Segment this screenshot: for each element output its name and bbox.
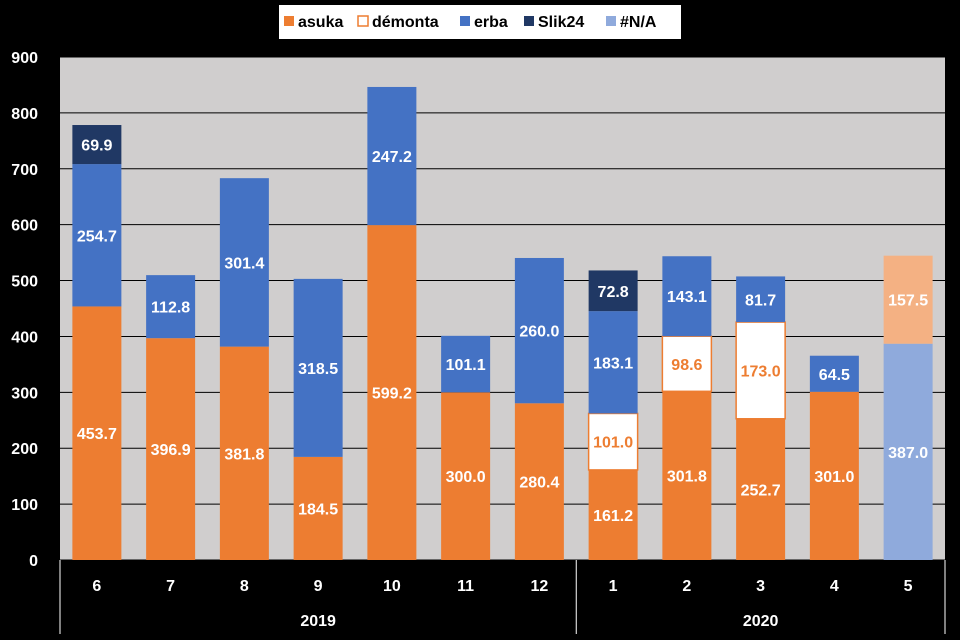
bar-segment	[72, 306, 122, 560]
x-tick-label: 3	[756, 578, 765, 595]
data-label: 69.9	[81, 138, 112, 155]
bar-segment	[72, 125, 122, 165]
x-group-label: 2019	[300, 613, 336, 630]
data-label: 112.8	[151, 300, 190, 317]
y-tick-label: 300	[11, 385, 38, 402]
data-label: 64.5	[819, 367, 850, 384]
bar-segment	[293, 456, 343, 560]
x-tick-label: 5	[904, 578, 913, 595]
bar-segment	[736, 276, 786, 323]
data-label: 599.2	[372, 386, 412, 403]
bar-segment	[883, 343, 933, 560]
legend-label: erba	[474, 14, 508, 31]
data-label: 101.1	[446, 357, 486, 374]
data-label: 396.9	[151, 442, 191, 459]
bar-segment	[441, 392, 491, 560]
bar-segment	[662, 256, 712, 337]
legend-label: Slik24	[538, 14, 584, 31]
data-label: 183.1	[593, 355, 633, 372]
bar-segment	[514, 257, 564, 404]
y-tick-label: 100	[11, 497, 38, 514]
bar-segment	[146, 275, 196, 339]
y-tick-label: 600	[11, 218, 38, 235]
plot-area	[60, 57, 945, 560]
data-label: 72.8	[598, 284, 629, 301]
data-label: 143.1	[667, 289, 707, 306]
legend-label: #N/A	[620, 14, 657, 31]
x-tick-label: 1	[609, 578, 618, 595]
data-label: 280.4	[519, 475, 559, 492]
x-tick-label: 8	[240, 578, 249, 595]
y-tick-label: 0	[29, 553, 38, 570]
data-label: 184.5	[298, 501, 338, 518]
x-group-label: 2020	[743, 613, 779, 630]
bar-segment	[587, 412, 639, 471]
gridlines	[60, 56, 945, 561]
bar-segment	[219, 178, 269, 347]
legend-swatch	[524, 16, 534, 26]
bar-segment	[72, 164, 122, 307]
bar-segment	[441, 335, 491, 393]
x-tick-label: 10	[383, 578, 401, 595]
data-label: 301.0	[814, 469, 854, 486]
data-label: 301.4	[224, 255, 264, 272]
y-tick-label: 200	[11, 441, 38, 458]
bar-segment	[219, 346, 269, 560]
x-tick-label: 9	[314, 578, 323, 595]
bar-segment	[146, 338, 196, 560]
data-label: 254.7	[77, 228, 117, 245]
data-label: 453.7	[77, 426, 117, 443]
legend: asuka démonta erba Slik24 #N/A	[279, 5, 681, 39]
data-label: 247.2	[372, 149, 412, 166]
bar-segment	[661, 335, 713, 393]
data-label: 318.5	[298, 361, 338, 378]
bar-segment	[293, 278, 343, 457]
data-label: 301.8	[667, 469, 707, 486]
legend-label: asuka	[298, 14, 343, 31]
bar-segment	[662, 391, 712, 560]
data-label: 300.0	[446, 469, 486, 486]
bar-segment	[736, 418, 786, 560]
data-label: 101.0	[593, 435, 633, 452]
x-tick-label: 4	[830, 578, 839, 595]
y-tick-label: 500	[11, 274, 38, 291]
x-tick-label: 6	[92, 578, 101, 595]
bar-segment	[514, 403, 564, 560]
data-label: 381.8	[224, 446, 264, 463]
data-label: 157.5	[888, 293, 928, 310]
y-tick-label: 800	[11, 106, 38, 123]
legend-swatch	[460, 16, 470, 26]
legend-swatch	[357, 15, 369, 27]
data-label: 81.7	[745, 292, 776, 309]
y-tick-label: 700	[11, 162, 38, 179]
bar-segment	[588, 270, 638, 312]
data-label: 252.7	[741, 482, 781, 499]
bar-segment	[809, 355, 859, 392]
data-label: 387.0	[888, 445, 928, 462]
x-tick-label: 12	[530, 578, 548, 595]
bar-segment	[883, 255, 933, 344]
bar-segment	[367, 225, 417, 561]
y-tick-label: 400	[11, 329, 38, 346]
data-label: 173.0	[741, 363, 781, 380]
y-tick-label: 900	[11, 50, 38, 67]
x-tick-label: 7	[166, 578, 175, 595]
bar-segment	[588, 311, 638, 414]
data-label: 98.6	[671, 357, 702, 374]
data-label: 161.2	[593, 508, 633, 525]
x-tick-label: 11	[457, 578, 474, 595]
bar-segment	[588, 469, 638, 560]
bars: 453.7 254.7 69.9 396.9 112.8 381.8 301.4 184.5 3…	[72, 86, 933, 561]
x-tick-label: 2	[682, 578, 691, 595]
y-axis: 0 100 200 300 400 500 600 700 800 900	[11, 50, 38, 570]
bar-segment	[809, 391, 859, 560]
legend-label: démonta	[372, 14, 439, 31]
legend-swatch	[606, 16, 616, 26]
bar-segment	[367, 86, 417, 226]
legend-swatch	[284, 16, 294, 26]
data-label: 260.0	[519, 324, 559, 341]
